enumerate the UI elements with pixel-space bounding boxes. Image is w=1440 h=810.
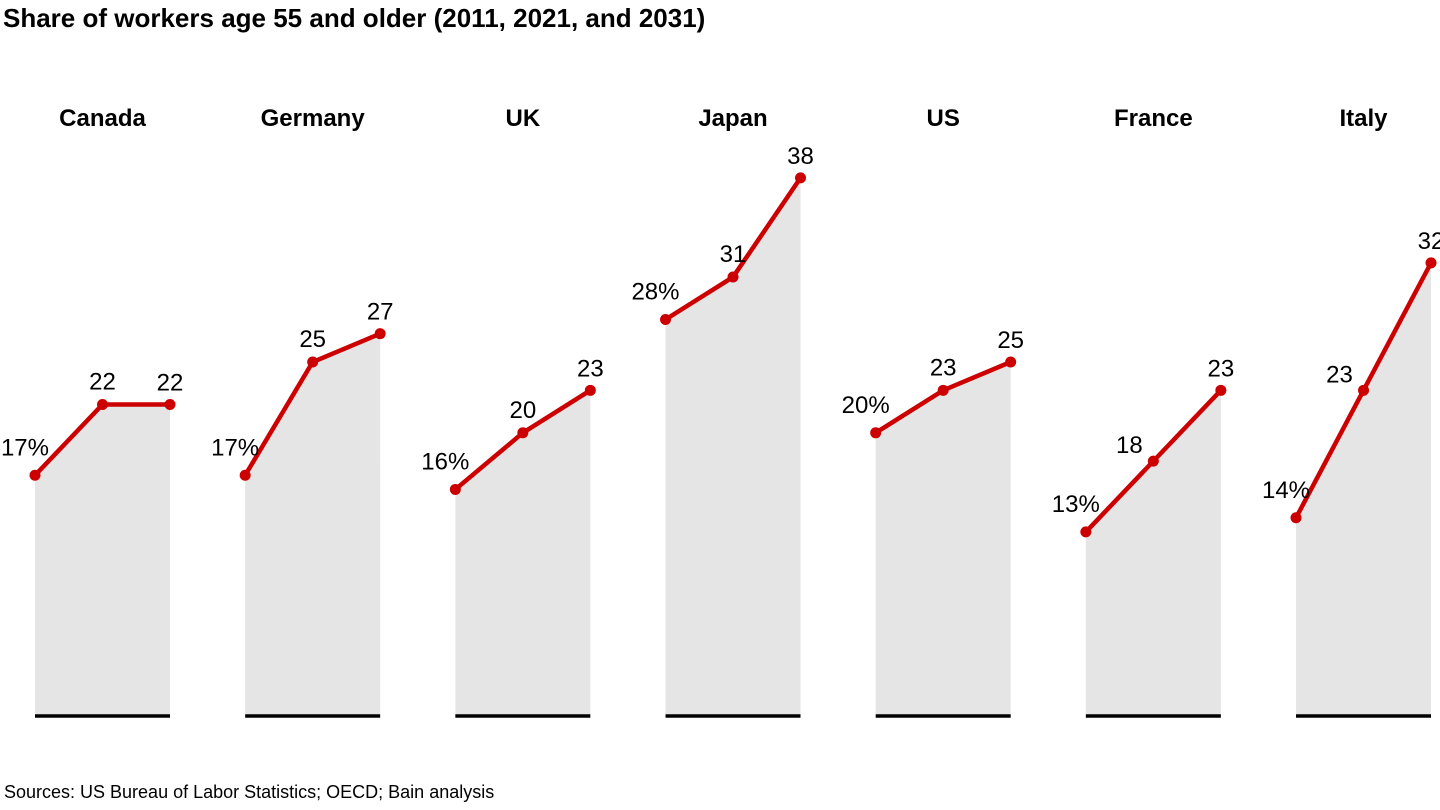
value-label: 20 xyxy=(509,397,536,424)
panel-header: Italy xyxy=(1340,105,1389,132)
value-label: 25 xyxy=(997,327,1024,354)
data-point xyxy=(795,172,807,184)
data-point xyxy=(727,271,739,283)
data-point xyxy=(1215,384,1227,396)
value-label: 28% xyxy=(631,279,679,306)
value-label: 14% xyxy=(1262,477,1310,504)
data-point xyxy=(1147,455,1159,467)
panel-us: US 20% 23 25 xyxy=(842,105,1024,718)
data-point xyxy=(164,398,176,410)
value-label: 23 xyxy=(1207,355,1234,382)
value-label: 18 xyxy=(1116,432,1143,459)
panel-italy: Italy 14% 23 32 xyxy=(1262,105,1440,718)
data-point xyxy=(29,469,41,481)
value-label: 13% xyxy=(1052,491,1100,518)
data-point xyxy=(307,356,319,368)
value-label: 38 xyxy=(787,143,814,170)
data-point xyxy=(660,314,672,326)
value-label: 22 xyxy=(157,369,184,396)
panel-uk: UK 16% 20 23 xyxy=(421,105,604,718)
data-point xyxy=(449,483,461,495)
data-point xyxy=(1080,526,1092,538)
panel-germany: Germany 17% 25 27 xyxy=(211,105,394,718)
data-point xyxy=(1005,356,1017,368)
data-point xyxy=(584,384,596,396)
data-point xyxy=(97,398,108,410)
panel-france: France 13% 18 23 xyxy=(1052,105,1234,718)
panel-header: Japan xyxy=(698,105,767,132)
value-label: 22 xyxy=(89,368,116,395)
data-point xyxy=(937,384,949,396)
panel-header: France xyxy=(1114,105,1193,132)
area-fill xyxy=(1085,390,1221,716)
source-note: Sources: US Bureau of Labor Statistics; … xyxy=(4,782,495,802)
panel-japan: Japan 28% 31 38 xyxy=(631,105,814,718)
area-fill xyxy=(35,404,170,716)
data-point xyxy=(374,328,386,340)
value-label: 27 xyxy=(367,299,394,326)
data-point xyxy=(517,427,529,439)
panel-header: Canada xyxy=(59,105,146,132)
value-label: 23 xyxy=(930,354,957,381)
chart-title: Share of workers age 55 and older (2011,… xyxy=(3,3,706,33)
data-point xyxy=(870,427,882,439)
data-point xyxy=(1290,512,1302,524)
data-point xyxy=(1358,384,1370,396)
panel-canada: Canada 17% 22 22 xyxy=(1,105,184,718)
area-fill xyxy=(665,177,801,717)
value-label: 25 xyxy=(299,326,326,353)
value-label: 17% xyxy=(211,434,259,461)
area-fill xyxy=(245,333,381,716)
data-point xyxy=(1425,257,1437,269)
area-fill xyxy=(455,390,591,716)
value-label: 16% xyxy=(421,448,469,475)
value-label: 23 xyxy=(577,355,604,382)
area-fill xyxy=(1296,262,1432,716)
value-label: 20% xyxy=(842,392,890,419)
area-fill xyxy=(875,362,1011,716)
value-label: 23 xyxy=(1326,361,1353,388)
panel-header: US xyxy=(927,105,960,132)
panel-header: Germany xyxy=(261,105,366,132)
value-label: 32 xyxy=(1418,228,1440,255)
value-label: 17% xyxy=(1,434,49,461)
value-label: 31 xyxy=(720,241,747,268)
panel-header: UK xyxy=(506,105,541,132)
data-point xyxy=(239,469,251,481)
